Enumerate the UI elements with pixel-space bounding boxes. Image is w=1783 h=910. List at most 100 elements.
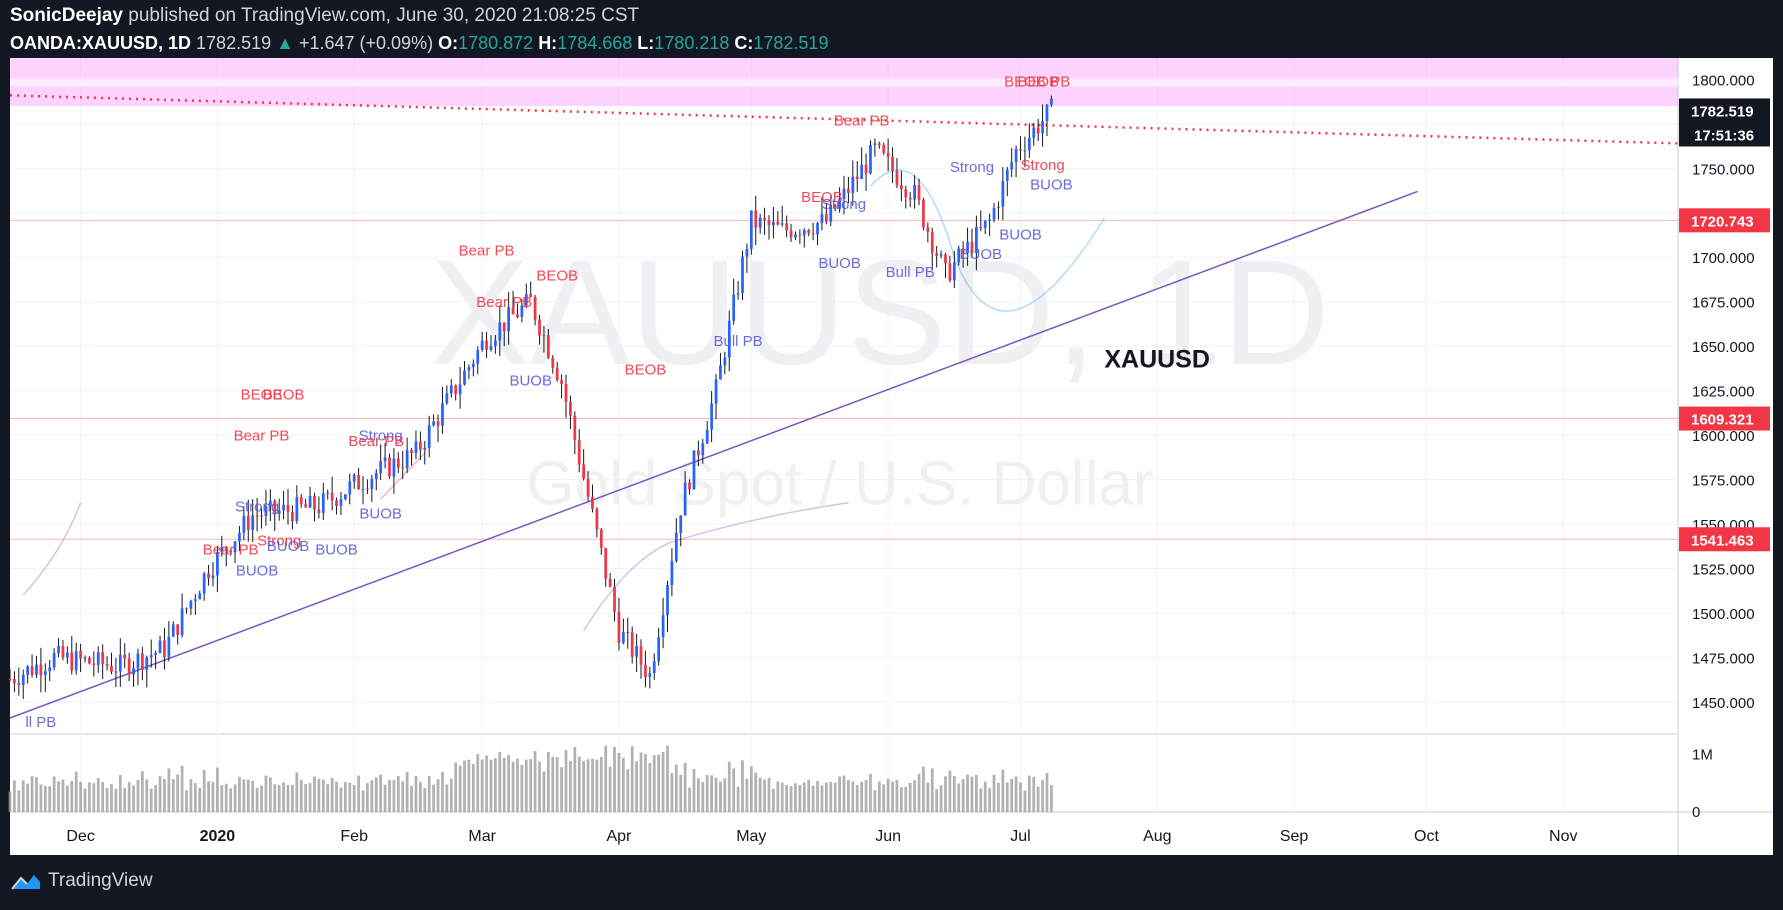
candle-body xyxy=(1010,162,1014,170)
volume-bar xyxy=(410,785,413,812)
volume-bar xyxy=(374,777,378,812)
volume-bar xyxy=(966,774,969,812)
volume-bar xyxy=(736,787,740,812)
candle-body xyxy=(13,679,16,684)
low-value: 1780.218 xyxy=(654,33,730,53)
candle-body xyxy=(697,450,700,456)
volume-tick-label: 1M xyxy=(1692,746,1713,763)
tradingview-logo-icon[interactable] xyxy=(10,871,42,891)
volume-bar xyxy=(220,785,224,812)
volume-bar xyxy=(167,768,171,812)
sketch-arrow xyxy=(22,502,82,596)
volume-bar xyxy=(772,788,775,812)
candle-body xyxy=(251,515,255,530)
candle-body xyxy=(789,230,793,238)
candle-body xyxy=(983,220,987,228)
price-tick-label: 1450.000 xyxy=(1692,695,1755,712)
candle-body xyxy=(127,658,131,675)
volume-bar xyxy=(207,781,210,812)
candle-body xyxy=(70,652,74,671)
candle-body xyxy=(944,254,947,264)
price-tick-label: 1600.000 xyxy=(1692,428,1755,445)
volume-bar xyxy=(838,776,841,812)
signal-label: BUOB xyxy=(359,506,402,523)
candle-body xyxy=(502,322,506,332)
candle-body xyxy=(233,541,237,553)
candle-body xyxy=(1023,150,1027,152)
candle-body xyxy=(864,164,868,174)
candle-body xyxy=(922,199,925,228)
candle-body xyxy=(467,367,471,371)
candle-body xyxy=(741,256,744,294)
candle-body xyxy=(679,515,683,534)
low-label: L: xyxy=(637,33,655,53)
volume-bar xyxy=(1005,782,1009,812)
candle-body xyxy=(635,646,638,657)
candle-body xyxy=(529,294,533,298)
candle-body xyxy=(8,678,12,680)
volume-bar xyxy=(855,785,859,812)
candle-body xyxy=(83,657,87,659)
volume-bar xyxy=(467,759,471,812)
candle-body xyxy=(688,482,691,490)
time-tick-label: Feb xyxy=(340,828,368,845)
volume-bar xyxy=(118,774,122,812)
volume-bar xyxy=(88,782,91,812)
change-value: +1.647 (+0.09%) xyxy=(298,33,434,53)
signal-label: Bear PB xyxy=(459,242,515,259)
volume-bar xyxy=(604,745,608,812)
candle-body xyxy=(630,631,634,657)
price-tick-label: 1625.000 xyxy=(1692,384,1755,401)
candle-body xyxy=(88,657,91,664)
volume-bar xyxy=(816,781,819,812)
author-name[interactable]: SonicDeejay xyxy=(10,5,123,26)
signal-label: Strong xyxy=(950,159,994,176)
volume-bar xyxy=(202,769,206,812)
price-tick-label: 1750.000 xyxy=(1692,161,1755,178)
volume-bar xyxy=(123,788,127,812)
signal-label: BEOB xyxy=(801,189,843,206)
tradingview-brand[interactable]: TradingView xyxy=(48,870,153,891)
volume-bar xyxy=(441,771,444,812)
volume-bar xyxy=(291,784,294,812)
candle-body xyxy=(869,144,872,174)
volume-bar xyxy=(295,772,299,812)
volume-bar xyxy=(304,784,308,812)
candle-body xyxy=(441,403,444,426)
volume-bar xyxy=(255,787,259,812)
candle-body xyxy=(246,515,250,530)
candle-body xyxy=(776,221,780,225)
volume-tick-label: 0 xyxy=(1692,804,1700,821)
volume-bar xyxy=(114,788,118,812)
candle-body xyxy=(242,515,246,533)
candle-body xyxy=(396,458,400,468)
candle-body xyxy=(30,666,34,675)
candle-body xyxy=(577,440,581,465)
candle-body xyxy=(105,664,109,666)
volume-bar xyxy=(185,790,188,812)
candle-body xyxy=(719,365,722,380)
volume-bar xyxy=(864,779,868,812)
volume-bar xyxy=(383,784,387,812)
candle-body xyxy=(772,221,775,226)
candle-body xyxy=(975,226,978,254)
volume-bar xyxy=(498,751,502,812)
candle-body xyxy=(238,532,241,542)
volume-bar xyxy=(326,784,330,812)
volume-bar xyxy=(511,761,515,812)
candle-body xyxy=(833,204,837,210)
candle-body xyxy=(988,219,991,221)
candle-body xyxy=(52,653,56,668)
volume-bar xyxy=(727,761,731,812)
volume-bar xyxy=(485,755,488,812)
candle-body xyxy=(582,464,586,479)
price-level-badge xyxy=(1679,208,1770,233)
candle-body xyxy=(277,510,281,514)
candle-body xyxy=(851,176,855,193)
volume-bar xyxy=(807,779,811,812)
price-level-badge xyxy=(1679,406,1770,431)
published-text: published on TradingView.com, June 30, 2… xyxy=(128,5,640,26)
volume-bar xyxy=(189,779,193,812)
volume-bar xyxy=(260,785,263,812)
